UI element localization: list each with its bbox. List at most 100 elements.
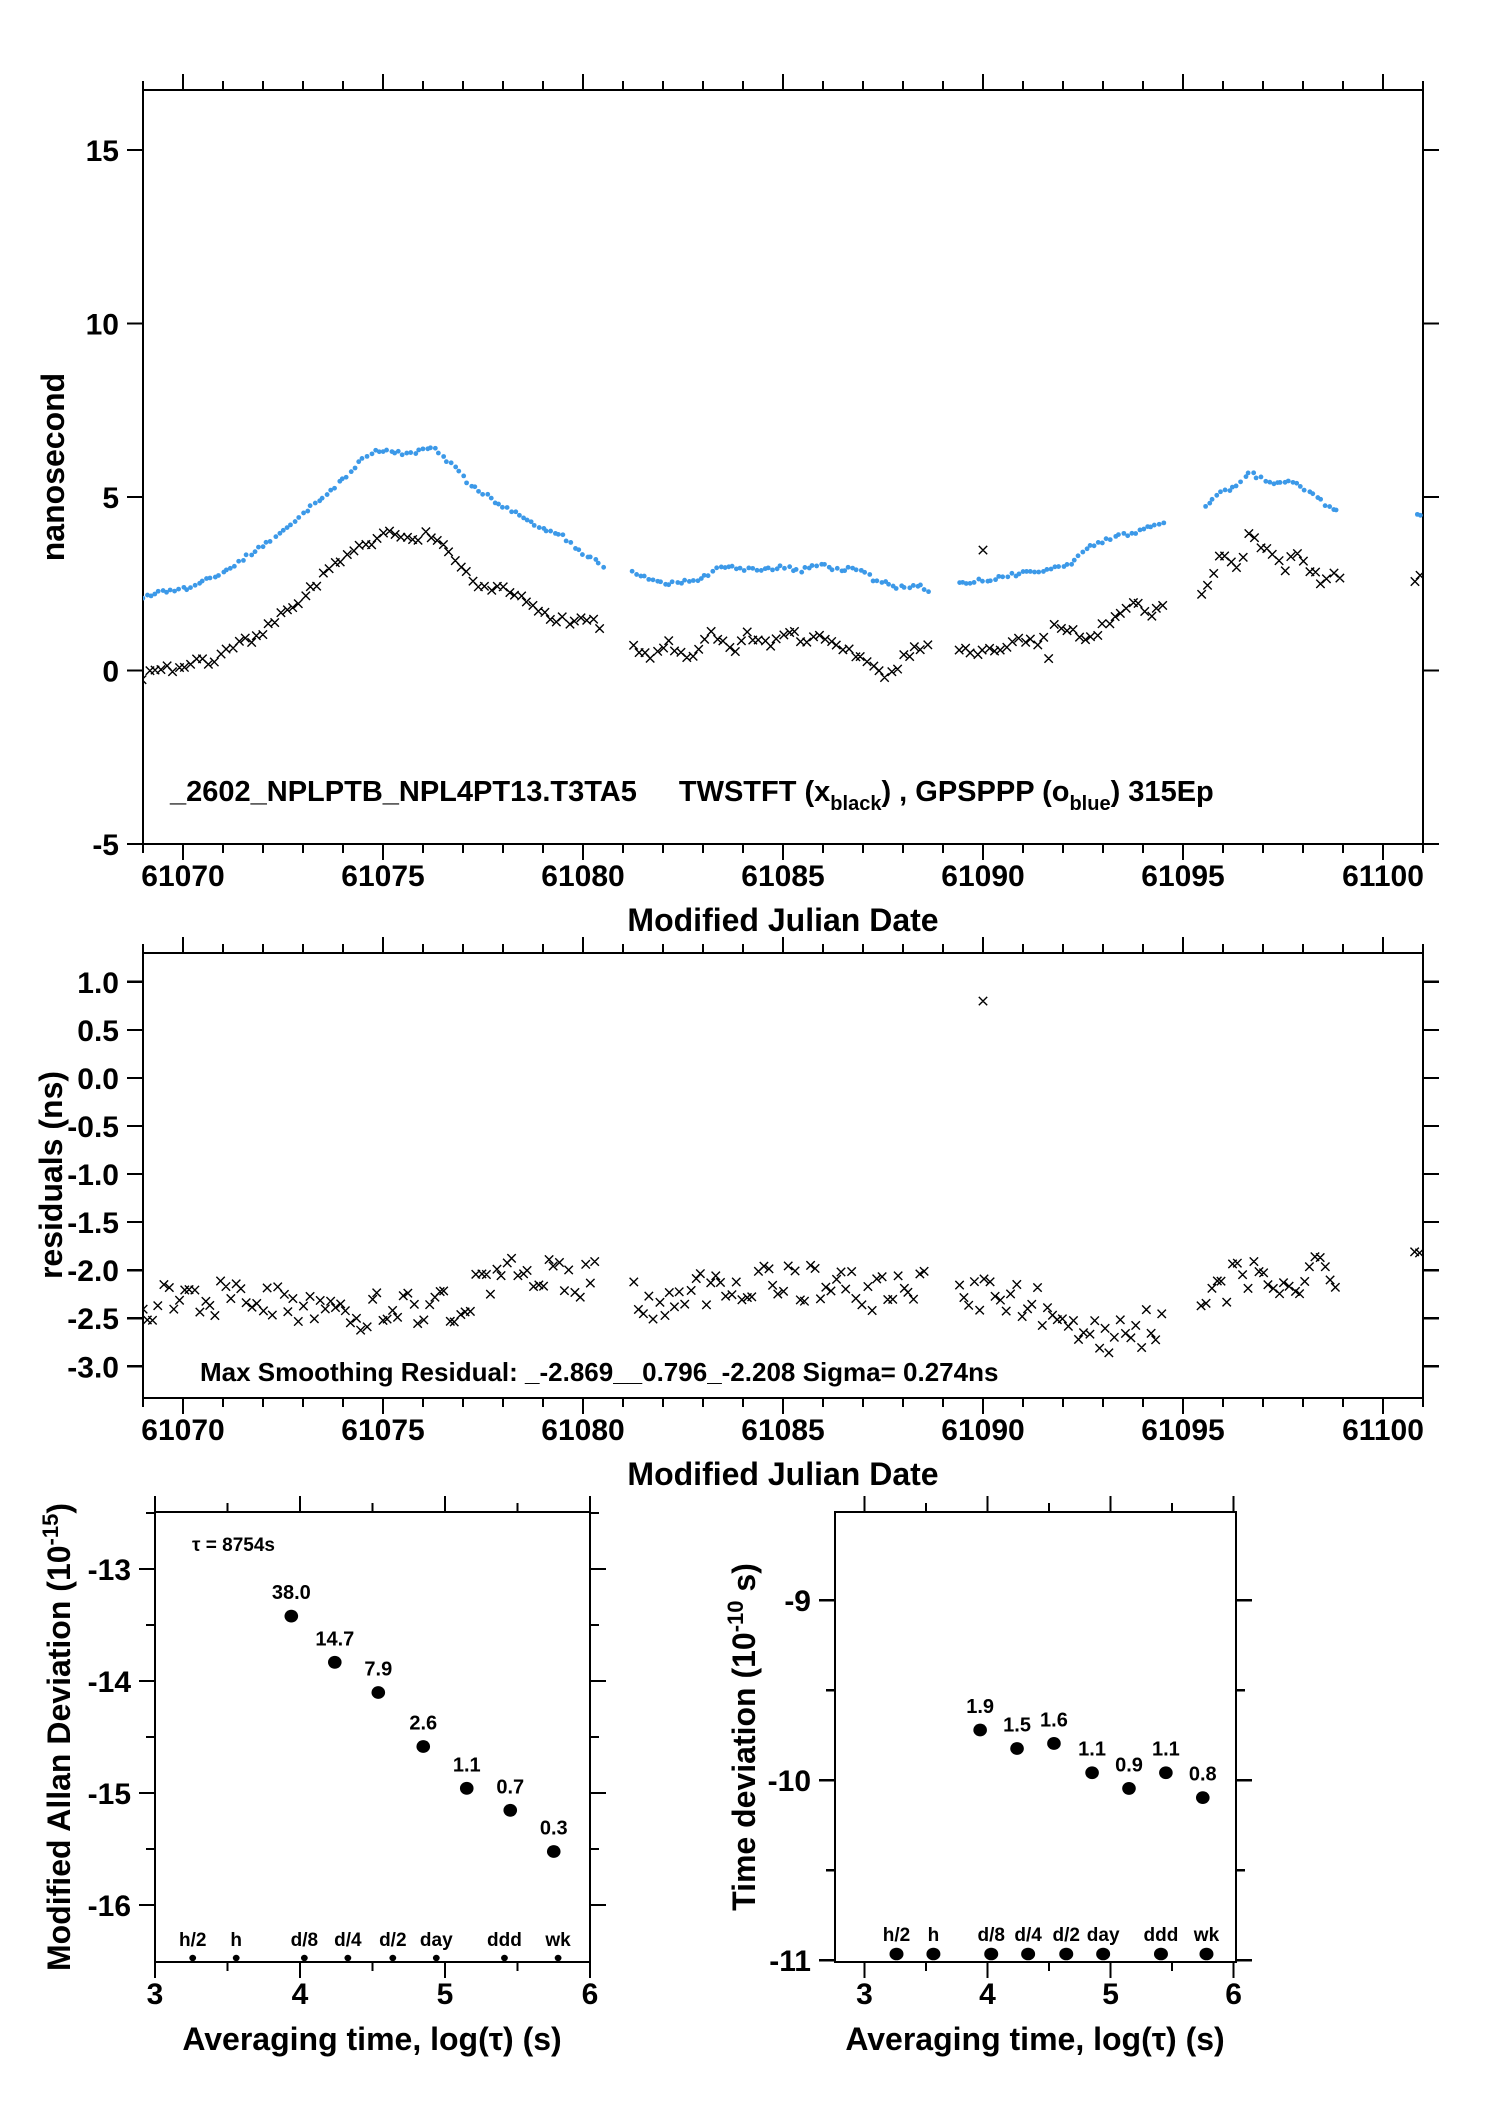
mdev-axes <box>139 1496 606 1978</box>
residual-panel-ylabel: residuals (ns) <box>33 1071 69 1279</box>
tdev-point-value-label: 0.8 <box>1189 1764 1217 1786</box>
residuals-ytick-label: -1.0 <box>67 1159 119 1192</box>
timeseries-axes <box>127 74 1439 860</box>
mdev-xtick-label: 4 <box>292 1978 309 2011</box>
tdev-ytick-label: -11 <box>769 1945 811 1978</box>
tdev-xtick-label: 4 <box>979 1978 996 2011</box>
tdev-point <box>1122 1782 1136 1795</box>
residuals-xtick-label: 61070 <box>141 1414 224 1447</box>
residuals-ytick-label: 0.0 <box>77 1063 119 1096</box>
tdev-points-layer: 1.9 1.5 1.6 1.1 0.9 1.1 0.8 h/2 h d/8 d/4 d/2 day ddd… <box>883 1696 1220 1961</box>
tau-mark <box>926 1947 941 1961</box>
tau-mark <box>189 1954 197 1962</box>
residuals-ytick-label: -3.0 <box>67 1351 119 1384</box>
mdev-point-value-label: 0.3 <box>540 1818 568 1840</box>
mdev-point-value-label: 0.7 <box>496 1776 524 1798</box>
mdev-point <box>546 1845 561 1858</box>
mdev-ytick-label: -16 <box>88 1890 131 1923</box>
tdev-xlabel: Averaging time, log(τ) (s) <box>845 2021 1224 2057</box>
tdev-point-value-label: 1.1 <box>1152 1739 1180 1761</box>
tau-mark <box>344 1954 352 1962</box>
mdev-frame <box>153 1510 592 1964</box>
tdev-ytick-label: -10 <box>768 1765 811 1798</box>
residuals-xtick-label: 61100 <box>1342 1414 1424 1447</box>
mdev-point-value-label: 1.1 <box>453 1754 481 1776</box>
residuals-xtick-label: 61090 <box>941 1414 1024 1447</box>
mdev-ytick-label: -15 <box>88 1778 131 1811</box>
mdev-point <box>503 1803 518 1817</box>
mdev-point <box>416 1740 431 1753</box>
mdev-point-value-label: 2.6 <box>409 1713 437 1735</box>
tau-mark <box>300 1954 308 1962</box>
top-panel-title: _2602_NPLPTB_NPL4PT13.T3TA5 TWSTFT (xblac… <box>169 776 1214 815</box>
timeseries-xtick-label: 61075 <box>341 860 424 893</box>
mdev-point-value-label: 7.9 <box>364 1658 392 1680</box>
mdev-xtick-label: 3 <box>147 1978 164 2011</box>
axes-layer <box>127 74 1439 1978</box>
tau-mark <box>1059 1947 1074 1961</box>
tick-labels-layer: 61070 61075 61080 61085 61090 61095 61100 15 10 5… <box>67 135 1424 2011</box>
mdev-ytick-label: -14 <box>88 1666 132 1699</box>
mdev-xtick-label: 5 <box>437 1978 454 2011</box>
residual-annotation: Max Smoothing Residual: _-2.869__0.796_-… <box>200 1357 998 1387</box>
tau-mark <box>1153 1947 1168 1961</box>
timeseries-series-layer <box>143 445 1423 685</box>
timeseries-xtick-label: 61095 <box>1141 860 1224 893</box>
mdev-point <box>328 1655 342 1669</box>
tau-mark-label: h <box>928 1925 940 1946</box>
tdev-point <box>1085 1766 1099 1780</box>
TWSTFT-series <box>143 526 1423 685</box>
timeseries-xtick-label: 61070 <box>141 860 224 893</box>
timeseries-ytick-label: 10 <box>86 309 119 342</box>
tdev-xtick-label: 3 <box>856 1978 873 2011</box>
tdev-point-value-label: 1.5 <box>1003 1715 1031 1737</box>
tdev-point <box>973 1723 987 1737</box>
tau-mark-label: wk <box>1193 1925 1220 1946</box>
residuals-ytick-label: -2.0 <box>67 1255 119 1288</box>
tdev-point-value-label: 1.9 <box>966 1696 994 1718</box>
tau-mark <box>1021 1947 1036 1961</box>
timeseries-ytick-label: 5 <box>102 482 119 515</box>
mdev-point <box>284 1609 299 1623</box>
tdev-ytick-label: -9 <box>784 1585 811 1618</box>
timeseries-ytick-label: 15 <box>86 135 119 168</box>
mdev-data-points: 38.0 14.7 7.9 2.6 1.1 0.7 0.3 <box>272 1582 568 1858</box>
timeseries-ytick-label: 0 <box>102 656 119 689</box>
residuals-ytick-label: 0.5 <box>77 1015 119 1048</box>
tdev-ylabel: Time deviation (10-10 s) <box>723 1563 762 1911</box>
tau-mark-label: d/4 <box>334 1930 362 1951</box>
top-panel-ylabel: nanosecond <box>35 373 71 561</box>
tau-mark-label: ddd <box>1144 1925 1179 1946</box>
tau-mark-label: wk <box>544 1930 571 1951</box>
GPSPPP-series <box>143 445 1423 601</box>
tau-mark <box>984 1947 999 1961</box>
tau-mark-label: day <box>1087 1925 1120 1946</box>
residual-panel-xlabel: Modified Julian Date <box>627 1456 938 1492</box>
tau-mark-label: d/2 <box>379 1930 406 1951</box>
mdev-xtick-label: 6 <box>582 1978 599 2011</box>
tau-mark <box>232 1954 240 1962</box>
timeseries-frame <box>141 88 1425 846</box>
tau-mark-label: day <box>420 1930 453 1951</box>
tau-mark <box>1096 1947 1111 1961</box>
timeseries-xtick-label: 61085 <box>741 860 824 893</box>
mdev-point-value-label: 38.0 <box>272 1582 311 1604</box>
mdev-points-layer: 38.0 14.7 7.9 2.6 1.1 0.7 0.3 h/2 h d/8 d/4 d/2 day d… <box>179 1582 571 1962</box>
residuals-series <box>143 996 1423 1358</box>
tau-mark <box>889 1947 904 1961</box>
tdev-frame <box>833 1510 1238 1964</box>
tdev-point <box>1047 1737 1061 1750</box>
residuals-ytick-label: -0.5 <box>67 1111 119 1144</box>
tau-mark-label: d/8 <box>291 1930 318 1951</box>
mdev-point-value-label: 14.7 <box>315 1628 354 1650</box>
tdev-data-points: 1.9 1.5 1.6 1.1 0.9 1.1 0.8 <box>966 1696 1217 1805</box>
mdev-ytick-label: -13 <box>88 1554 131 1587</box>
tau-annotation: τ = 8754s <box>192 1535 275 1556</box>
mdev-point <box>371 1686 386 1699</box>
residuals-series-layer <box>143 996 1423 1358</box>
mdev-point <box>459 1781 474 1795</box>
timeseries-ytick-label: -5 <box>92 829 119 862</box>
tau-mark-label: ddd <box>487 1930 522 1951</box>
